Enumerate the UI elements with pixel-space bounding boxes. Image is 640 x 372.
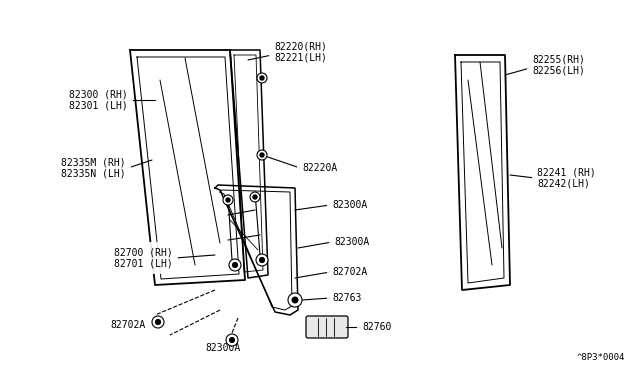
Circle shape bbox=[260, 76, 264, 80]
Circle shape bbox=[257, 150, 267, 160]
Text: 82300A: 82300A bbox=[332, 200, 367, 210]
Circle shape bbox=[288, 293, 302, 307]
Text: 82335M (RH)
82335N (LH): 82335M (RH) 82335N (LH) bbox=[61, 157, 126, 179]
Circle shape bbox=[223, 195, 233, 205]
Text: 82300A: 82300A bbox=[334, 237, 369, 247]
Circle shape bbox=[226, 198, 230, 202]
Text: 82702A: 82702A bbox=[332, 267, 367, 277]
Circle shape bbox=[260, 257, 264, 262]
Text: 82220A: 82220A bbox=[302, 163, 337, 173]
Circle shape bbox=[229, 259, 241, 271]
Circle shape bbox=[257, 73, 267, 83]
Text: 82300 (RH)
82301 (LH): 82300 (RH) 82301 (LH) bbox=[69, 89, 128, 111]
Text: ^8P3*0004: ^8P3*0004 bbox=[577, 353, 625, 362]
Text: 82241 (RH)
82242(LH): 82241 (RH) 82242(LH) bbox=[537, 167, 596, 189]
Circle shape bbox=[156, 320, 161, 324]
Circle shape bbox=[230, 338, 234, 342]
Circle shape bbox=[260, 153, 264, 157]
Circle shape bbox=[250, 192, 260, 202]
Text: 82763: 82763 bbox=[332, 293, 362, 303]
Circle shape bbox=[256, 254, 268, 266]
Circle shape bbox=[152, 316, 164, 328]
Text: 82220(RH)
82221(LH): 82220(RH) 82221(LH) bbox=[274, 41, 327, 63]
Circle shape bbox=[226, 334, 238, 346]
Circle shape bbox=[292, 297, 298, 303]
Circle shape bbox=[232, 263, 237, 267]
Text: 82702A: 82702A bbox=[110, 320, 145, 330]
Text: 82255(RH)
82256(LH): 82255(RH) 82256(LH) bbox=[532, 54, 585, 76]
Circle shape bbox=[253, 195, 257, 199]
Text: 82700 (RH)
82701 (LH): 82700 (RH) 82701 (LH) bbox=[115, 247, 173, 269]
Text: 82300A: 82300A bbox=[205, 343, 240, 353]
FancyBboxPatch shape bbox=[306, 316, 348, 338]
Text: 82760: 82760 bbox=[362, 322, 392, 332]
